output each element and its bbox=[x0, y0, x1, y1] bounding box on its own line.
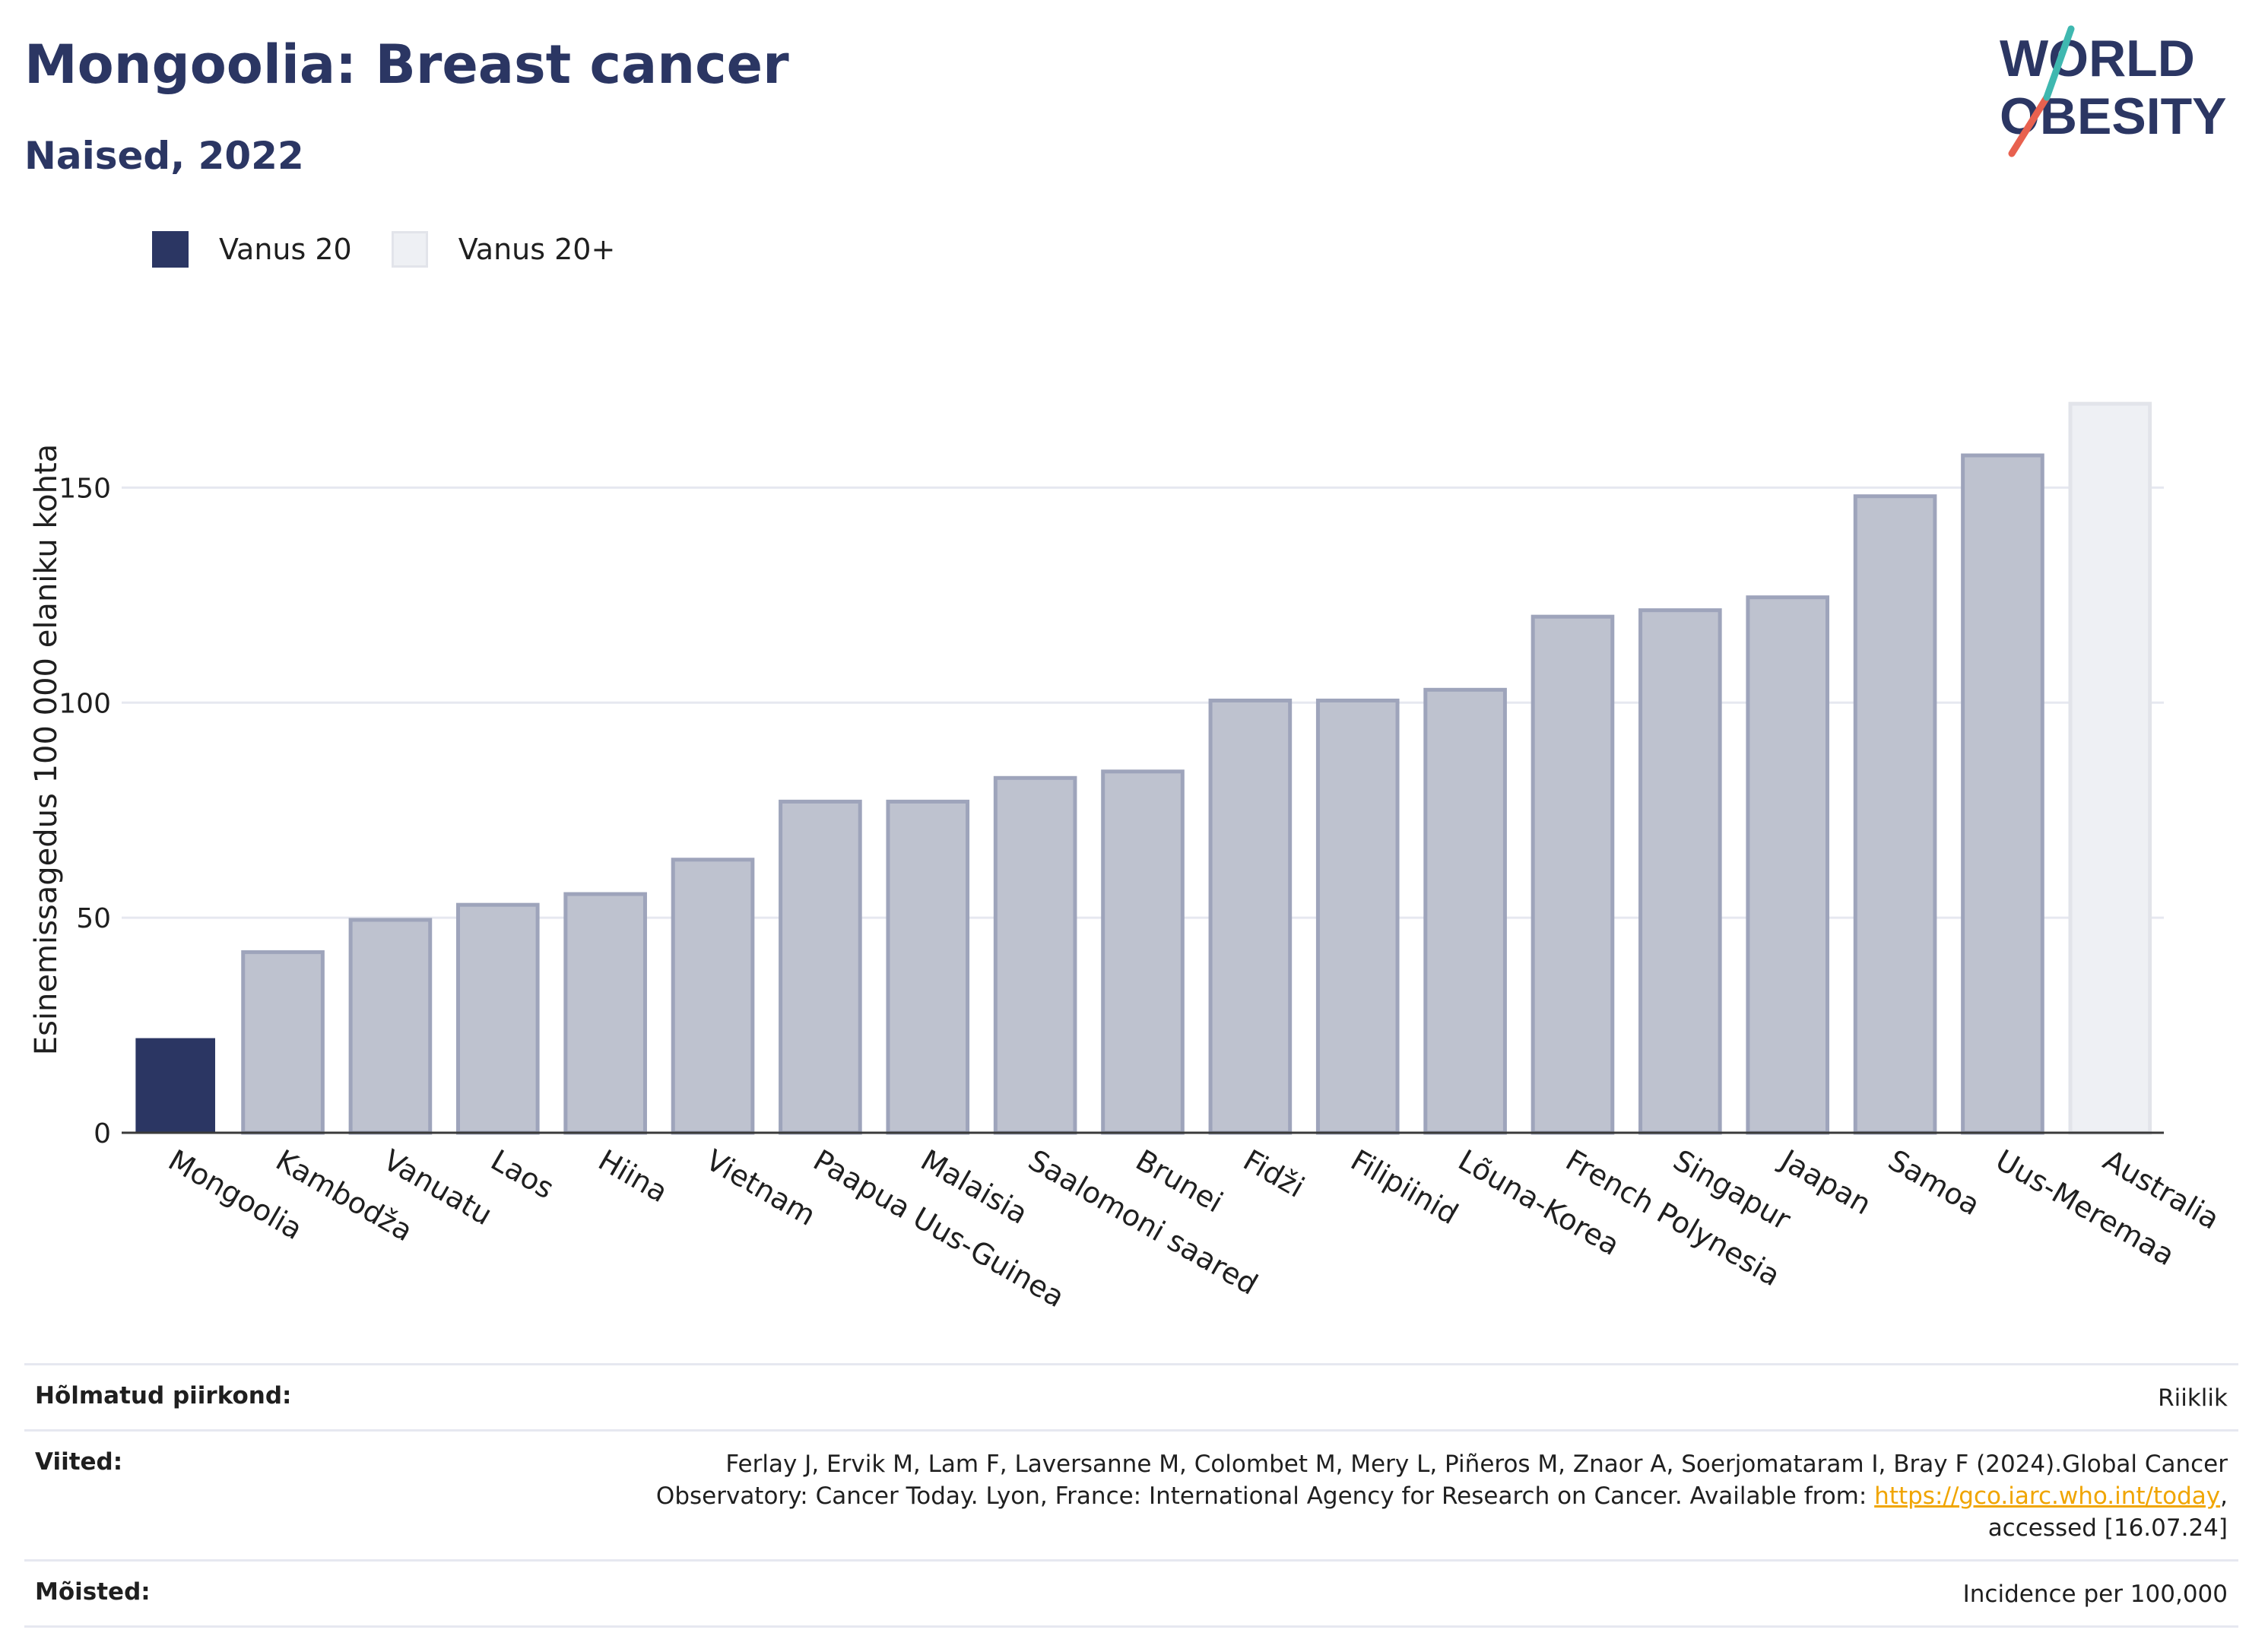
bar bbox=[1853, 494, 1937, 1135]
chart-legend: Vanus 20 Vanus 20+ bbox=[152, 228, 655, 271]
x-tick-label: Laos bbox=[485, 1143, 560, 1206]
bar bbox=[2068, 401, 2152, 1135]
bar bbox=[455, 902, 540, 1135]
footer-value-definitions: Incidence per 100,000 bbox=[1962, 1581, 2228, 1608]
x-tick-label: Hiina bbox=[593, 1143, 674, 1210]
bar bbox=[886, 799, 970, 1135]
reference-line-2: Observatory: Cancer Today. Lyon, France:… bbox=[655, 1482, 1875, 1510]
bar bbox=[241, 950, 325, 1135]
x-tick-label: Filipiinid bbox=[1345, 1143, 1464, 1231]
y-tick-label: 150 bbox=[59, 473, 111, 504]
bar bbox=[671, 858, 755, 1135]
footer-value-coverage: Riiklik bbox=[2158, 1384, 2228, 1412]
reference-link-suffix: , bbox=[2220, 1482, 2228, 1510]
footer-key-references: Viited: bbox=[35, 1448, 123, 1476]
footer-row-definitions: Mõisted: Incidence per 100,000 bbox=[24, 1559, 2238, 1628]
bar bbox=[993, 775, 1077, 1135]
y-tick-label: 100 bbox=[59, 688, 111, 719]
bar bbox=[1638, 608, 1722, 1135]
legend-swatch-age-20plus bbox=[391, 231, 428, 268]
legend-label-age-20: Vanus 20 bbox=[219, 233, 352, 266]
bar bbox=[779, 799, 862, 1135]
reference-line-1: Ferlay J, Ervik M, Lam F, Laversanne M, … bbox=[725, 1451, 2228, 1478]
x-tick-label: Samoa bbox=[1883, 1143, 1985, 1222]
logo-slash-red bbox=[2008, 94, 2051, 157]
bar bbox=[1961, 453, 2044, 1135]
y-axis-label: Esinemissagedus 100 000 elaniku kohta bbox=[29, 444, 64, 1055]
page-subtitle: Naised, 2022 bbox=[24, 134, 304, 178]
legend-label-age-20plus: Vanus 20+ bbox=[458, 233, 616, 266]
footer-value-references: Ferlay J, Ervik M, Lam F, Laversanne M, … bbox=[656, 1448, 2228, 1544]
bar bbox=[1208, 698, 1293, 1135]
bar bbox=[1423, 687, 1507, 1135]
reference-link[interactable]: https://gco.iarc.who.int/today bbox=[1874, 1482, 2221, 1510]
bar bbox=[1101, 769, 1185, 1135]
legend-item-age-20[interactable]: Vanus 20 bbox=[152, 231, 352, 268]
bar bbox=[1315, 698, 1400, 1135]
world-obesity-logo: WORLD OBESITY bbox=[2000, 25, 2227, 157]
y-tick-label: 50 bbox=[76, 903, 111, 934]
bar bbox=[1531, 614, 1615, 1135]
x-tick-label: Fidži bbox=[1238, 1143, 1310, 1204]
x-tick-label: Uus-Meremaa bbox=[1990, 1143, 2180, 1273]
legend-swatch-age-20 bbox=[152, 231, 189, 268]
logo-line1: WORLD bbox=[2000, 30, 2195, 87]
x-tick-label: Vietnam bbox=[700, 1143, 821, 1232]
bar bbox=[348, 918, 433, 1135]
page-title: Mongoolia: Breast cancer bbox=[24, 33, 789, 96]
logo-slash-teal bbox=[2043, 25, 2075, 101]
reference-line-3: accessed [16.07.24] bbox=[1987, 1514, 2228, 1542]
footer-row-coverage: Hõlmatud piirkond: Riiklik bbox=[24, 1363, 2238, 1429]
footer-row-references: Viited: Ferlay J, Ervik M, Lam F, Lavers… bbox=[24, 1429, 2238, 1559]
footer-key-coverage: Hõlmatud piirkond: bbox=[35, 1382, 292, 1409]
bar bbox=[563, 892, 647, 1135]
bar bbox=[135, 1038, 215, 1133]
legend-item-age-20plus[interactable]: Vanus 20+ bbox=[391, 231, 616, 268]
y-tick-label: 0 bbox=[94, 1118, 111, 1149]
footer-key-definitions: Mõisted: bbox=[35, 1578, 151, 1606]
bar bbox=[1746, 595, 1830, 1135]
footer-table: Hõlmatud piirkond: Riiklik Viited: Ferla… bbox=[24, 1363, 2238, 1628]
